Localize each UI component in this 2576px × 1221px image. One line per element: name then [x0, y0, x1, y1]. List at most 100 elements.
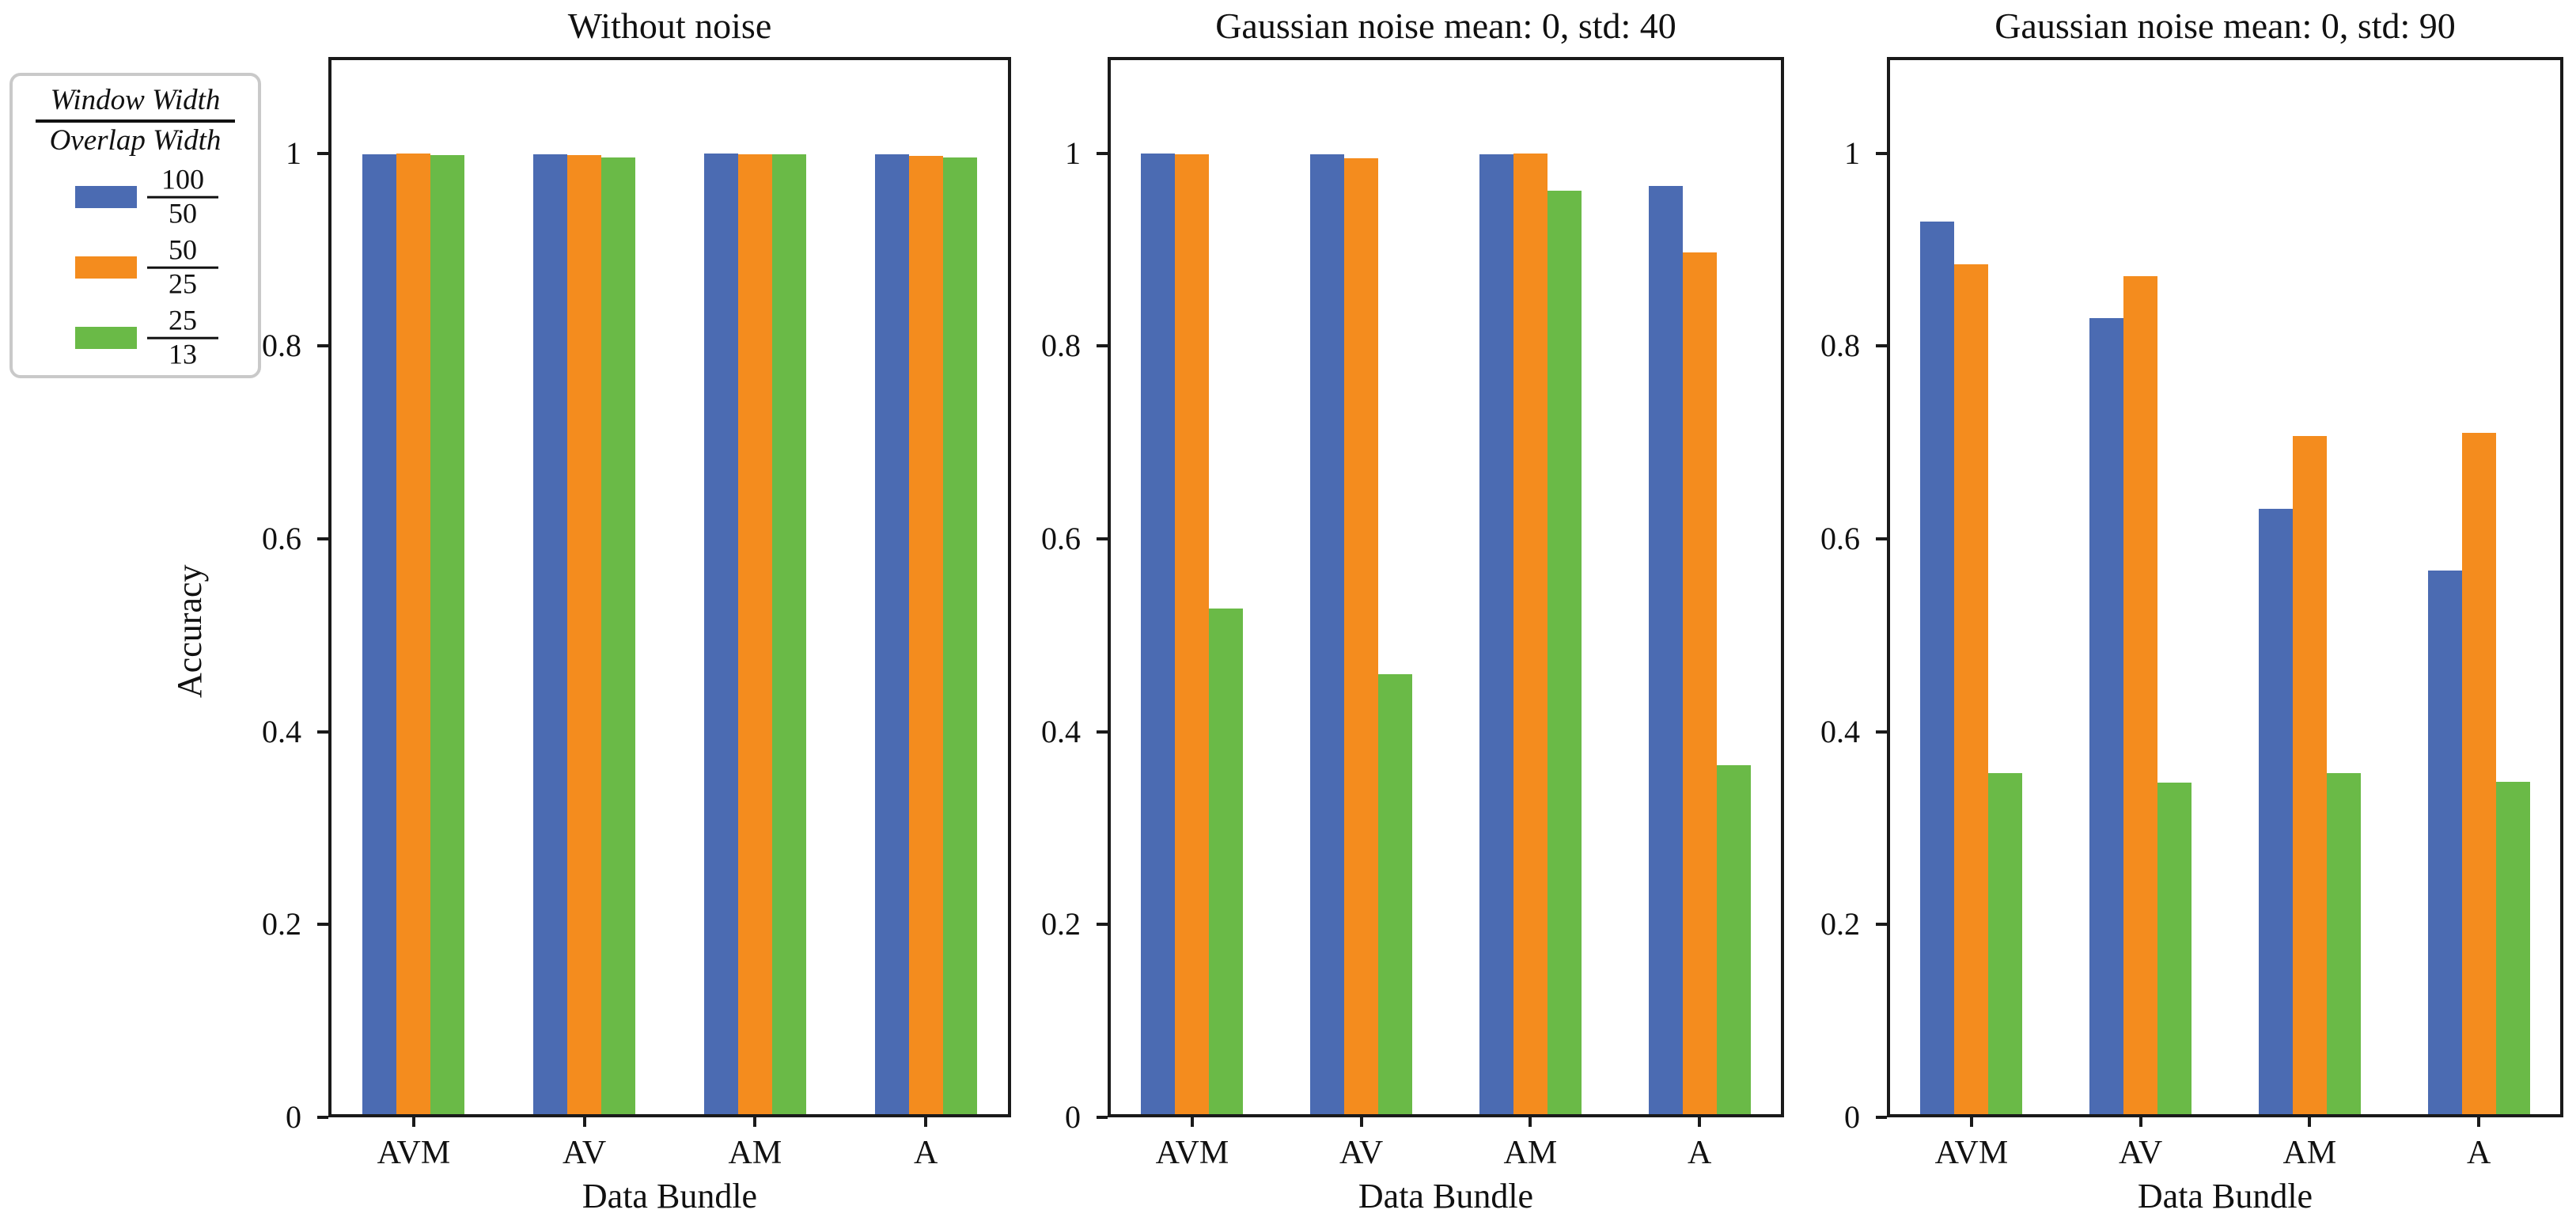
legend-entry-denominator: 50	[169, 197, 197, 229]
x-tick-label: A	[2466, 1135, 2491, 1171]
y-tick-label: 1	[1844, 135, 1860, 171]
y-tick-mark	[317, 344, 328, 348]
x-tick-mark	[1969, 1117, 1973, 1127]
y-tick-label: 1	[1065, 135, 1081, 171]
legend-title: Window Width Overlap Width	[36, 84, 235, 157]
y-tick-label: 0	[1065, 1099, 1081, 1135]
y-tick-mark	[1097, 730, 1108, 734]
y-tick-mark	[317, 537, 328, 541]
plot-area	[1108, 57, 1784, 1117]
y-tick-mark	[1876, 537, 1887, 541]
x-tick-mark	[2308, 1117, 2312, 1127]
legend-entry-50-25: 50 25	[13, 235, 258, 298]
y-tick-label: 0.2	[1820, 906, 1860, 942]
y-tick-label: 0	[286, 1099, 301, 1135]
x-tick-mark	[924, 1117, 928, 1127]
y-tick-mark	[1097, 1116, 1108, 1119]
bar-av-100-50	[1310, 154, 1345, 1114]
x-tick-mark	[753, 1117, 757, 1127]
y-tick-label: 0.8	[1820, 328, 1860, 364]
legend-entry-100-50: 100 50	[13, 165, 258, 228]
y-tick-mark	[1876, 923, 1887, 927]
y-tick-label: 0.6	[1041, 521, 1081, 557]
bar-avm-50-25	[396, 153, 431, 1114]
y-tick-label: 0.6	[262, 521, 301, 557]
legend-title-denominator: Overlap Width	[49, 123, 222, 157]
bar-av-25-13	[2157, 783, 2192, 1114]
y-tick-mark	[317, 1116, 328, 1119]
legend-entry-label: 50 25	[147, 235, 218, 300]
y-tick-mark	[1097, 923, 1108, 927]
legend-entry-label: 100 50	[147, 165, 218, 229]
bar-avm-25-13	[1209, 608, 1244, 1114]
x-axis-label: Data Bundle	[1358, 1177, 1534, 1215]
subplot-title: Without noise	[567, 6, 772, 46]
x-axis-label: Data Bundle	[2137, 1177, 2313, 1215]
bar-avm-50-25	[1175, 154, 1210, 1114]
x-tick-label: AVM	[1155, 1135, 1229, 1171]
bar-avm-100-50	[1141, 153, 1176, 1114]
y-tick-label: 0.8	[1041, 328, 1081, 364]
legend-entry-denominator: 25	[169, 267, 197, 300]
bar-av-100-50	[533, 154, 568, 1114]
bar-a-25-13	[1716, 765, 1751, 1114]
y-tick-mark	[1876, 151, 1887, 155]
y-tick-label: 0.8	[262, 328, 301, 364]
plot-area	[1887, 57, 2563, 1117]
bar-a-100-50	[1648, 186, 1683, 1114]
y-tick-mark	[317, 151, 328, 155]
blue-swatch-icon	[75, 186, 137, 208]
bar-av-25-13	[601, 157, 636, 1114]
bar-am-100-50	[1479, 154, 1513, 1114]
x-tick-mark	[582, 1117, 586, 1127]
y-tick-mark	[317, 730, 328, 734]
bar-am-25-13	[771, 154, 806, 1114]
legend-entry-numerator: 100	[147, 165, 218, 199]
legend-entry-25-13: 25 13	[13, 305, 258, 369]
x-tick-label: AVM	[377, 1135, 451, 1171]
bar-am-50-25	[1513, 153, 1547, 1114]
bar-am-100-50	[703, 153, 738, 1114]
bar-am-25-13	[2326, 773, 2361, 1114]
x-axis-label: Data Bundle	[581, 1177, 758, 1215]
plot-area	[328, 57, 1011, 1117]
y-tick-label: 0.4	[1820, 713, 1860, 749]
y-axis-label: Accuracy	[170, 564, 209, 698]
bar-am-50-25	[2292, 435, 2327, 1114]
x-tick-label: A	[1687, 1135, 1712, 1171]
y-tick-label: 0.6	[1820, 521, 1860, 557]
y-tick-label: 0	[1844, 1099, 1860, 1135]
bar-avm-25-13	[430, 155, 465, 1114]
x-tick-mark	[2138, 1117, 2142, 1127]
bar-av-100-50	[2089, 318, 2124, 1114]
y-tick-mark	[1097, 151, 1108, 155]
x-tick-label: AV	[2119, 1135, 2163, 1171]
bar-a-50-25	[908, 156, 943, 1114]
bar-a-100-50	[874, 154, 909, 1114]
y-tick-mark	[1097, 344, 1108, 348]
y-tick-label: 0.2	[1041, 906, 1081, 942]
bar-av-50-25	[1344, 157, 1379, 1114]
y-tick-mark	[317, 923, 328, 927]
bar-a-25-13	[942, 157, 977, 1114]
legend-entry-denominator: 13	[169, 338, 197, 370]
x-tick-label: A	[913, 1135, 938, 1171]
x-tick-label: AM	[1503, 1135, 1558, 1171]
legend-entry-numerator: 50	[147, 235, 218, 269]
bar-av-50-25	[2123, 275, 2158, 1114]
bar-am-100-50	[2258, 509, 2293, 1114]
y-tick-label: 1	[286, 135, 301, 171]
y-tick-mark	[1876, 344, 1887, 348]
x-tick-label: AV	[1339, 1135, 1384, 1171]
y-tick-mark	[1097, 537, 1108, 541]
x-tick-label: AVM	[1934, 1135, 2009, 1171]
y-tick-label: 0.4	[1041, 713, 1081, 749]
bar-av-25-13	[1378, 673, 1413, 1114]
x-tick-label: AM	[2282, 1135, 2337, 1171]
orange-swatch-icon	[75, 256, 137, 279]
y-tick-mark	[1876, 1116, 1887, 1119]
bar-a-25-13	[2495, 782, 2530, 1114]
bar-am-25-13	[1547, 191, 1582, 1114]
legend: Window Width Overlap Width 100 50 50 25 …	[9, 73, 261, 378]
